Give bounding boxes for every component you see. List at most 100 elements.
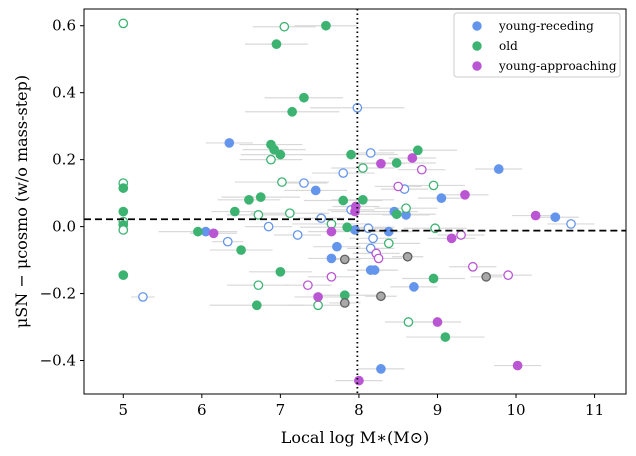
point-young-receding [138, 292, 148, 302]
x-tick-label: 10 [506, 401, 525, 419]
x-tick-label: 8 [354, 401, 364, 419]
x-tick-label: 11 [585, 401, 604, 419]
point-young-receding [292, 230, 303, 240]
point-young-approaching [460, 189, 470, 200]
legend-label: young-receding [498, 19, 594, 33]
point-old [275, 266, 286, 277]
point-young-approaching [407, 153, 418, 163]
point-young-approaching [446, 233, 457, 244]
point-old [358, 194, 368, 205]
point-old [269, 144, 279, 155]
point-old [275, 149, 286, 160]
x-axis-label: Local log M∗(M⊙) [281, 428, 430, 447]
point-old [118, 206, 129, 217]
x-tick-label: 5 [119, 401, 129, 419]
point-young-receding [376, 364, 386, 374]
x-axis-ticks: 5 6 7 8 9 10 11 [119, 394, 604, 419]
point-gray [402, 251, 413, 262]
point-young-receding [383, 226, 394, 237]
legend-marker [472, 21, 482, 31]
point-young-receding [222, 236, 233, 247]
point-old [391, 209, 402, 220]
point-old [279, 21, 290, 32]
point-young-receding [566, 219, 576, 229]
point-young-approaching [432, 317, 443, 327]
point-young-approaching [354, 375, 364, 386]
point-young-receding [200, 226, 211, 237]
legend-label: young-approaching [498, 59, 617, 73]
point-young-receding [263, 221, 274, 232]
point-old [313, 300, 323, 311]
point-young-approaching [393, 181, 404, 192]
point-old [321, 20, 331, 31]
point-old [346, 149, 356, 160]
y-axis-ticks: −0.4 −0.2 0.0 0.2 0.4 0.6 [40, 17, 84, 370]
point-young-receding [224, 138, 235, 148]
point-old [236, 245, 246, 255]
point-young-approaching [326, 226, 337, 237]
point-old [338, 195, 349, 206]
point-old [255, 192, 266, 202]
point-old [244, 194, 254, 205]
point-old [428, 273, 439, 284]
point-old [342, 222, 352, 233]
point-old [401, 203, 411, 214]
point-young-approaching [416, 164, 427, 175]
x-tick-label: 9 [433, 401, 443, 419]
legend-label: old [499, 39, 518, 53]
point-young-approaching [512, 360, 523, 371]
point-young-receding [368, 233, 378, 244]
point-young-approaching [350, 201, 361, 212]
y-tick-label: 0.0 [52, 218, 76, 236]
point-old [118, 183, 129, 193]
point-gray [376, 291, 386, 302]
point-old [287, 106, 298, 117]
point-old [383, 238, 394, 249]
point-young-receding [365, 265, 376, 275]
y-tick-label: −0.2 [40, 285, 76, 303]
point-young-receding [316, 213, 327, 224]
points-layer [118, 18, 576, 386]
point-young-receding [332, 241, 342, 252]
point-old [428, 180, 439, 191]
legend-box [453, 12, 621, 78]
point-young-receding [365, 148, 376, 158]
point-old [440, 332, 451, 342]
point-young-receding [299, 178, 309, 188]
legend-marker [472, 61, 482, 71]
point-old [299, 92, 309, 103]
point-young-approaching [313, 292, 323, 302]
plot-frame [83, 8, 627, 395]
point-old [271, 39, 282, 50]
point-young-receding [409, 282, 419, 292]
point-old [403, 317, 414, 327]
point-old [118, 225, 129, 235]
point-old [266, 154, 276, 165]
point-young-approaching [503, 270, 514, 281]
point-young-approaching [208, 228, 219, 239]
point-gray [339, 254, 350, 265]
point-young-receding [493, 164, 504, 174]
point-old [277, 177, 287, 187]
point-young-receding [310, 185, 321, 196]
point-old [229, 206, 240, 217]
reference-lines [84, 9, 626, 394]
point-young-approaching [376, 158, 386, 169]
point-old [253, 210, 264, 220]
point-young-receding [436, 193, 447, 204]
point-old [251, 300, 262, 311]
y-tick-label: 0.2 [52, 151, 76, 169]
point-gray [481, 271, 492, 282]
point-young-approaching [467, 261, 478, 272]
point-young-receding [550, 212, 561, 223]
point-young-receding [326, 253, 337, 264]
point-old [193, 226, 203, 237]
point-old [284, 208, 295, 219]
point-young-approaching [373, 253, 384, 264]
point-old [253, 280, 264, 291]
point-old [391, 158, 402, 168]
y-tick-label: 0.4 [52, 84, 76, 102]
y-tick-label: 0.6 [52, 17, 76, 35]
point-old [118, 270, 129, 281]
